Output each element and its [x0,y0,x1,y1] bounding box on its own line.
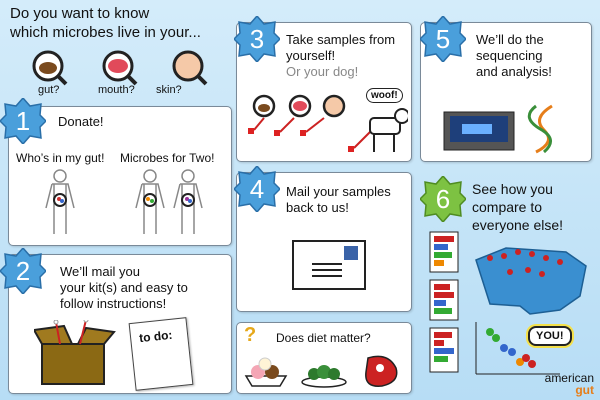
body-site-gut-label: gut? [38,84,60,96]
step-2-line-1: We’ll mail you [60,264,140,279]
broccoli-icon [301,365,347,388]
step-3-subtitle: Or your dog! [286,64,359,79]
step-1-title: Donate! [58,114,104,129]
logo-line-1: american [544,371,594,385]
step-5-number: 5 [436,24,450,54]
body-site-magnifiers [32,50,208,86]
step-4-line-1: Mail your samples [286,184,391,199]
diet-foods [244,355,398,388]
people-figures [45,169,203,234]
logo-line-2: gut [575,383,594,397]
step-4-text: Mail your samples back to us! [286,184,391,216]
kit-box-icon [34,320,116,385]
step-3-text: Take samples from yourself! Or your dog! [286,32,395,80]
step-5-line-2: sequencing [476,48,543,63]
step-1-sub-1: Who’s in my gut! [16,151,105,165]
intro-line-1: Do you want to know [10,5,150,22]
crowd-icon [487,249,563,277]
skin-magnifier-icon [172,50,208,86]
step-6-text: See how you compare to everyone else! [472,180,563,234]
step-3-line-2: yourself! [286,48,336,63]
step-6-badge: 6 [420,176,466,222]
step-3-line-1: Take samples from [286,32,396,47]
todo-note-label: to do: [138,327,174,346]
todo-note: to do: [128,317,194,391]
person-icon [45,169,75,234]
step-6-line-2: compare to [472,199,543,215]
step-3-badge: 3 [234,16,280,62]
intro-line-2: which microbes live in your... [10,24,201,41]
swab-tips [248,128,354,152]
step-4-line-2: back to us! [286,200,349,215]
sequencer-machine-icon [443,111,515,151]
step-2-line-3: follow instructions! [60,296,167,311]
person-icon [135,169,165,234]
step-5-line-3: and analysis! [476,64,552,79]
sequencing-illustration [443,104,553,154]
step-6-line-3: everyone else! [472,217,564,233]
scatter-plot-icon [475,322,560,375]
scatter-points [486,328,536,368]
step-2-number: 2 [16,256,30,286]
mouth-magnifier-icon [288,94,312,118]
body-site-mouth-label: mouth? [98,84,135,96]
result-bar-chart-icon [429,279,459,321]
ice-cream-icon [244,357,288,387]
gut-magnifier-icon [32,50,68,86]
gut-magnifier-icon [252,94,276,118]
step-1-sub-2: Microbes for Two! [120,151,215,165]
step-6-line-1: See how you [472,181,553,197]
gut-magnifier-icon [143,193,157,207]
dog-icon [369,108,408,152]
woof-speech-bubble: woof! [366,88,403,103]
step-5-badge: 5 [420,16,466,62]
step-4-badge: 4 [234,166,280,212]
step-2-badge: 2 [0,248,46,294]
result-bar-chart-icon [429,231,459,273]
step-1-badge: 1 [0,98,46,144]
step-3-number: 3 [250,24,264,54]
step-2-text: We’ll mail you your kit(s) and easy to f… [60,264,188,312]
person-icon [173,169,203,234]
diet-question: Does diet matter? [276,331,371,345]
swab-icon [253,117,375,149]
result-bar-chart-icon [429,327,459,373]
body-site-skin-label: skin? [156,84,182,96]
intro-text: Do you want to know which microbes live … [10,4,201,42]
envelope-icon [292,240,366,290]
skin-magnifier-icon [322,94,346,118]
step-2-line-2: your kit(s) and easy to [60,280,188,295]
step-5-line-1: We’ll do the [476,32,544,47]
steak-icon [365,355,398,387]
sampling-illustration [248,94,408,152]
step-4-number: 4 [250,174,264,204]
dna-icon [527,104,553,154]
bar-chart-strips [429,231,459,373]
step-1-number: 1 [16,106,30,136]
question-mark: ? [244,324,257,346]
step-5-text: We’ll do the sequencing and analysis! [476,32,552,80]
mouth-magnifier-icon [102,50,138,86]
american-gut-logo: american gut [545,372,594,396]
you-callout: YOU! [528,326,572,346]
usa-map-icon [475,247,587,315]
step-6-number: 6 [436,184,450,214]
